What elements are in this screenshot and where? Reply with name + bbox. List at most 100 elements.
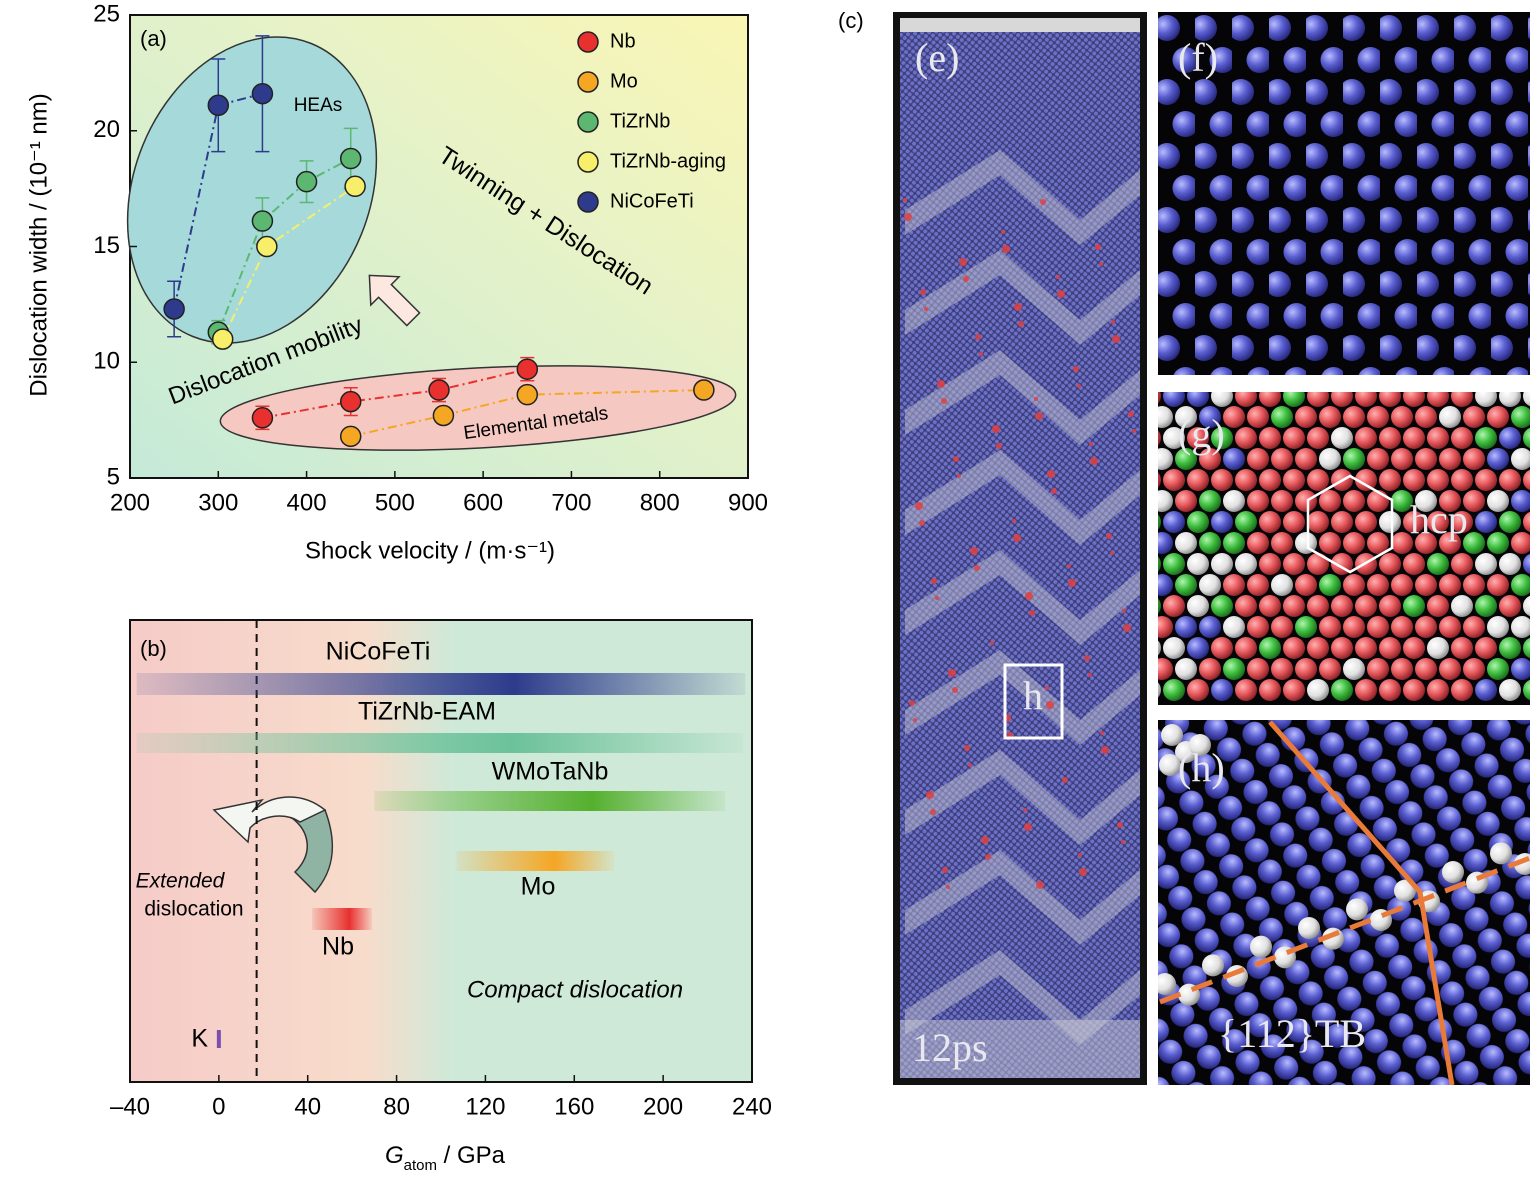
bar-label: K <box>191 1025 208 1053</box>
atom <box>1427 427 1449 449</box>
range-bar <box>216 1030 221 1048</box>
x-tick-label: –40 <box>110 1093 150 1120</box>
atom <box>1211 595 1233 617</box>
defect-atom <box>1123 624 1131 632</box>
data-point <box>432 404 455 427</box>
defect-atom <box>1001 230 1005 234</box>
data-point <box>251 82 274 105</box>
range-bar <box>136 733 744 753</box>
defect-atom <box>996 443 1002 449</box>
bcc-lattice <box>1158 720 1530 1085</box>
atom <box>1523 595 1530 617</box>
panel-label: (a) <box>140 26 167 51</box>
atom <box>1415 532 1437 554</box>
defect-atom <box>964 745 970 751</box>
defect-atom <box>1088 673 1092 677</box>
x-axis-label: Shock velocity / (m·s⁻¹) <box>305 537 555 564</box>
atom <box>1439 658 1461 680</box>
atom <box>1235 679 1257 701</box>
x-tick-label: 700 <box>551 489 591 516</box>
atom <box>1379 595 1401 617</box>
atom <box>1283 427 1305 449</box>
series-line <box>350 389 704 438</box>
panel-e-image <box>900 18 1140 1078</box>
atom <box>1415 574 1437 596</box>
defect-atom <box>974 565 980 571</box>
defect-atom <box>1132 429 1136 433</box>
atom <box>1158 598 1161 614</box>
atom <box>1415 616 1437 638</box>
defect-atom <box>968 763 972 767</box>
atom <box>1403 679 1425 701</box>
atom <box>1499 392 1521 407</box>
atom <box>1223 616 1245 638</box>
atom <box>1247 616 1269 638</box>
atom <box>1487 616 1509 638</box>
atom <box>1295 448 1317 470</box>
atom <box>1235 637 1257 659</box>
atom <box>1499 511 1521 533</box>
x-tick-label: 240 <box>732 1093 772 1120</box>
atom <box>1319 448 1341 470</box>
defect-atom <box>1002 245 1010 253</box>
data-point <box>693 379 715 401</box>
atom <box>1427 553 1449 575</box>
defect-atom <box>1036 881 1044 889</box>
defect-atom <box>1051 488 1057 494</box>
twin-atom <box>1346 898 1368 921</box>
atom <box>1523 637 1530 659</box>
atom <box>1187 427 1209 449</box>
atom <box>1511 574 1530 596</box>
range-bar <box>374 791 726 811</box>
defect-atom <box>1029 610 1035 616</box>
atom <box>1367 616 1389 638</box>
defect-band <box>905 750 1140 845</box>
defect-atom <box>990 641 994 645</box>
atom <box>1307 679 1329 701</box>
defect-atom <box>953 456 959 462</box>
twin-atom <box>1298 917 1320 939</box>
atom <box>1499 637 1521 659</box>
defect-atom <box>937 380 945 388</box>
atom <box>1235 427 1257 449</box>
atom <box>1247 532 1269 554</box>
atom <box>1175 616 1197 638</box>
atom <box>1487 532 1509 554</box>
base-layer <box>900 1020 1140 1078</box>
atom <box>1427 392 1449 407</box>
defect-atom <box>1067 564 1071 568</box>
atom <box>1259 511 1281 533</box>
x-tick-label: 80 <box>383 1093 410 1120</box>
annotation: Extended <box>136 870 226 893</box>
legend-label: NiCoFeTi <box>610 190 694 212</box>
panel-label: (f) <box>1178 35 1218 80</box>
x-tick-label: 40 <box>294 1093 321 1120</box>
atom <box>1475 392 1497 407</box>
defect-atom <box>1111 320 1115 324</box>
atom <box>1271 616 1293 638</box>
data-point <box>256 235 278 258</box>
atom <box>1415 490 1437 512</box>
defect-atom <box>1045 686 1049 690</box>
defect-atom <box>1117 822 1123 828</box>
defect-atom <box>952 687 958 693</box>
data-point <box>295 170 318 193</box>
y-axis-label: Dislocation width / (10⁻¹ nm) <box>25 93 52 396</box>
defect-atom <box>1035 412 1043 420</box>
atom <box>1367 448 1389 470</box>
atom <box>1439 532 1461 554</box>
defect-atom <box>981 836 989 844</box>
atom <box>1158 490 1173 512</box>
twin-atom <box>1394 879 1416 902</box>
legend-label: TiZrNb-aging <box>610 150 726 172</box>
atom <box>1343 532 1365 554</box>
atom <box>1391 490 1413 512</box>
plot-area <box>129 619 753 1083</box>
x-tick-label: 600 <box>463 489 503 516</box>
atom <box>1163 553 1185 575</box>
defect-atom <box>1046 701 1054 709</box>
surface-layer <box>900 18 1140 32</box>
range-bar <box>312 908 373 930</box>
atom <box>1307 511 1329 533</box>
data-point <box>344 175 366 198</box>
